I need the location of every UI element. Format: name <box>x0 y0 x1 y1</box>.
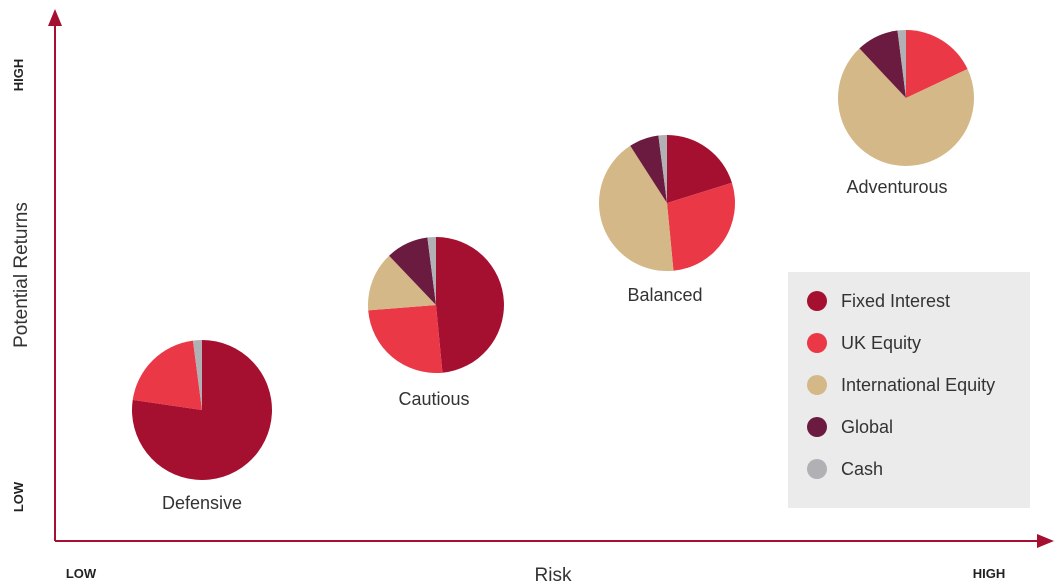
slice-adventurous-cash <box>897 30 906 98</box>
pie-cautious: Cautious <box>367 237 504 409</box>
legend-swatch-uk-equity <box>807 333 827 353</box>
pie-balanced: Balanced <box>598 135 735 305</box>
pie-defensive: Defensive <box>131 340 272 513</box>
legend-label-cash: Cash <box>841 459 883 479</box>
legend: Fixed Interest UK Equity International Equ… <box>807 291 995 479</box>
slice-adventurous-global <box>859 30 906 98</box>
slice-defensive-uk-equity <box>132 340 202 410</box>
slice-balanced-uk-equity <box>667 182 735 271</box>
x-axis-label: Risk <box>535 565 572 585</box>
slice-balanced-global <box>630 135 667 203</box>
pie-adventurous: Adventurous <box>838 30 974 197</box>
portfolio-pies: Defensive Cautious Balanced Adventurous <box>131 30 974 513</box>
slice-cautious-global <box>389 237 436 305</box>
x-tick-low: LOW <box>66 566 97 581</box>
slice-adventurous-international-equity <box>838 48 974 166</box>
pie-label-defensive: Defensive <box>162 493 242 513</box>
slice-cautious-cash <box>427 237 436 305</box>
legend-label-global: Global <box>841 417 893 437</box>
legend-swatch-cash <box>807 459 827 479</box>
y-axis-label: Potential Returns <box>11 202 32 348</box>
legend-label-fixed-interest: Fixed Interest <box>841 291 950 311</box>
y-axis-arrowhead <box>48 9 62 26</box>
slice-adventurous-uk-equity <box>906 30 968 98</box>
pie-label-cautious: Cautious <box>398 389 469 409</box>
slice-balanced-international-equity <box>598 145 674 271</box>
y-tick-high: HIGH <box>11 59 26 92</box>
legend-label-uk-equity: UK Equity <box>841 333 921 353</box>
pie-label-balanced: Balanced <box>627 285 702 305</box>
slice-defensive-cash <box>192 340 202 410</box>
slice-cautious-fixed-interest <box>436 237 504 373</box>
legend-swatch-global <box>807 417 827 437</box>
slice-cautious-international-equity <box>367 255 436 311</box>
x-tick-high: HIGH <box>973 566 1006 581</box>
pie-label-adventurous: Adventurous <box>846 177 947 197</box>
slice-defensive-fixed-interest <box>131 340 272 481</box>
x-axis-arrowhead <box>1037 534 1054 548</box>
slice-balanced-cash <box>658 135 667 203</box>
legend-label-international-equity: International Equity <box>841 375 995 395</box>
legend-swatch-international-equity <box>807 375 827 395</box>
legend-swatch-fixed-interest <box>807 291 827 311</box>
y-tick-low: LOW <box>11 481 26 512</box>
legend-box <box>788 272 1030 508</box>
slice-balanced-fixed-interest <box>667 135 732 203</box>
slice-cautious-uk-equity <box>368 305 443 373</box>
